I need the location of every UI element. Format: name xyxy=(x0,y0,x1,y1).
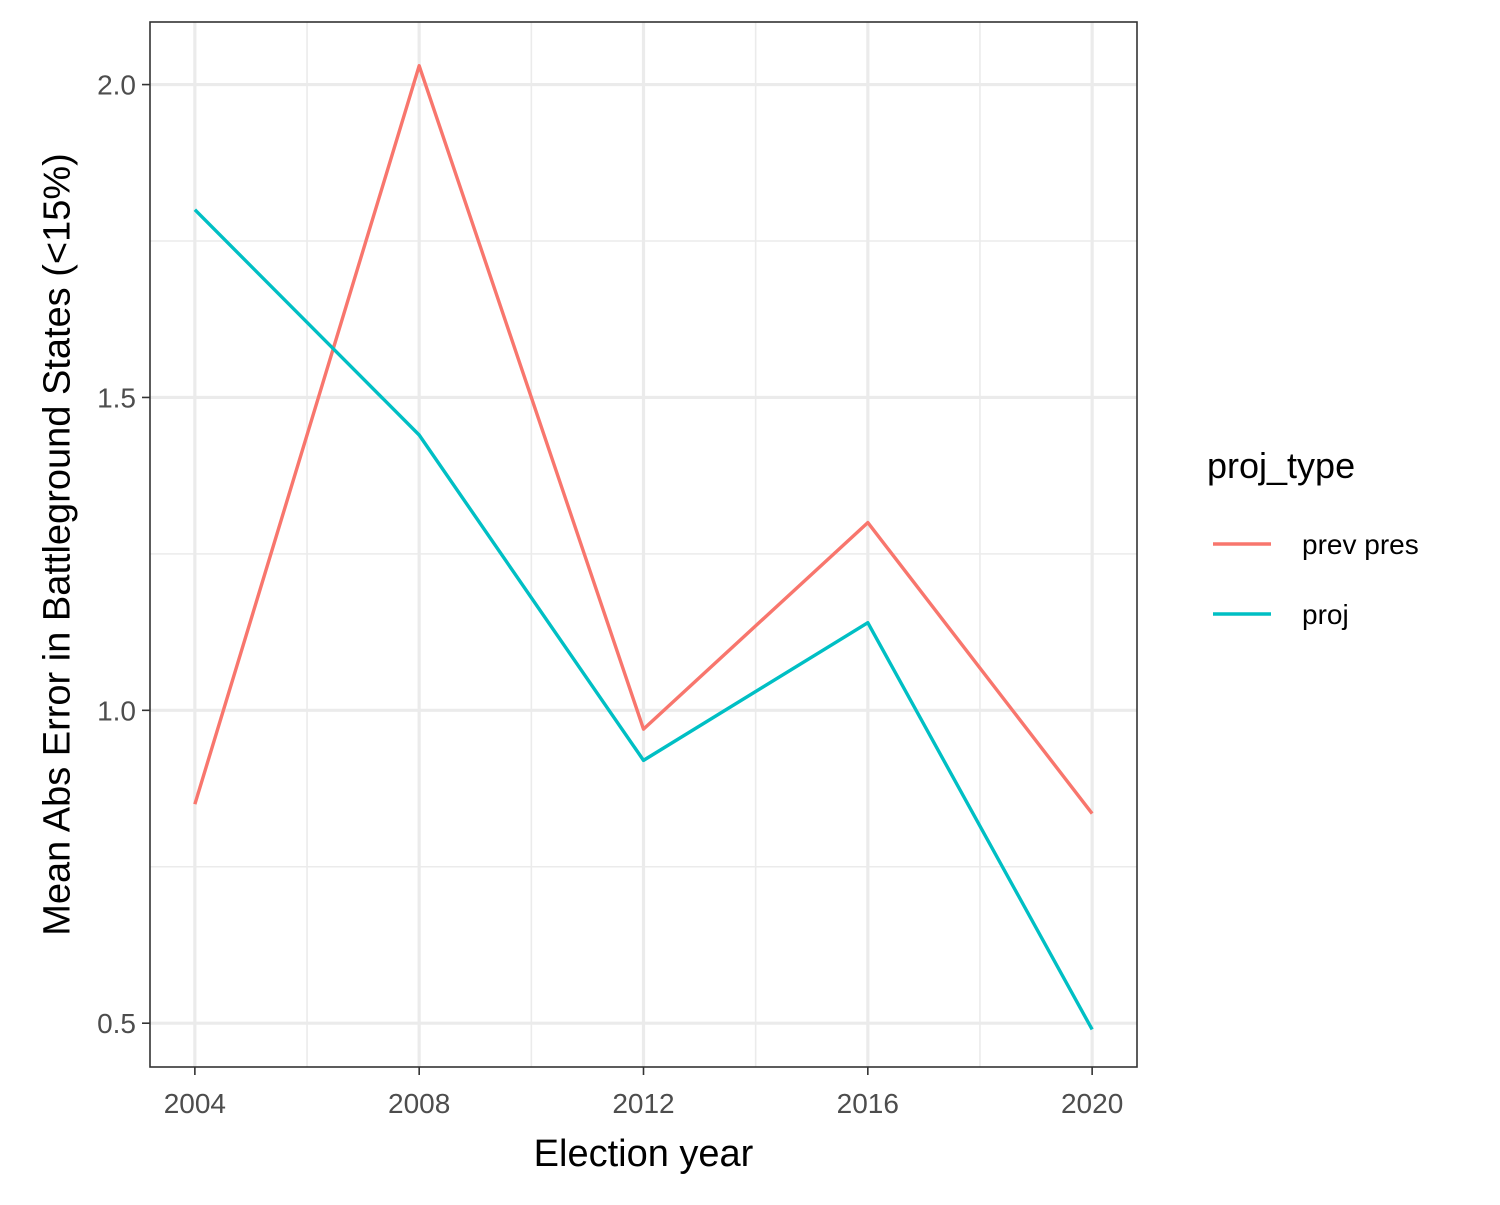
legend-title: proj_type xyxy=(1207,445,1355,486)
x-tick-label: 2020 xyxy=(1061,1088,1123,1119)
x-tick-label: 2008 xyxy=(388,1088,450,1119)
axis-ticks: 2004 2008 2012 2016 2020 0.5 1.0 1.5 2.0 xyxy=(97,70,1123,1119)
y-tick-label: 2.0 xyxy=(97,70,136,101)
legend-label: proj xyxy=(1302,599,1349,630)
y-tick-label: 1.5 xyxy=(97,382,136,413)
x-axis-title: Election year xyxy=(534,1133,754,1175)
legend-label: prev pres xyxy=(1302,529,1419,560)
y-axis-title: Mean Abs Error in Battleground States (<… xyxy=(36,153,78,936)
gridlines xyxy=(150,22,1137,1067)
legend: proj_type prev pres proj xyxy=(1207,445,1419,630)
series-line-prev-pres xyxy=(193,64,1094,815)
series-line-proj xyxy=(193,208,1094,1031)
y-tick-label: 0.5 xyxy=(97,1008,136,1039)
x-tick-label: 2004 xyxy=(164,1088,226,1119)
x-tick-label: 2012 xyxy=(612,1088,674,1119)
series-lines xyxy=(193,64,1094,1031)
y-tick-label: 1.0 xyxy=(97,695,136,726)
x-tick-label: 2016 xyxy=(837,1088,899,1119)
